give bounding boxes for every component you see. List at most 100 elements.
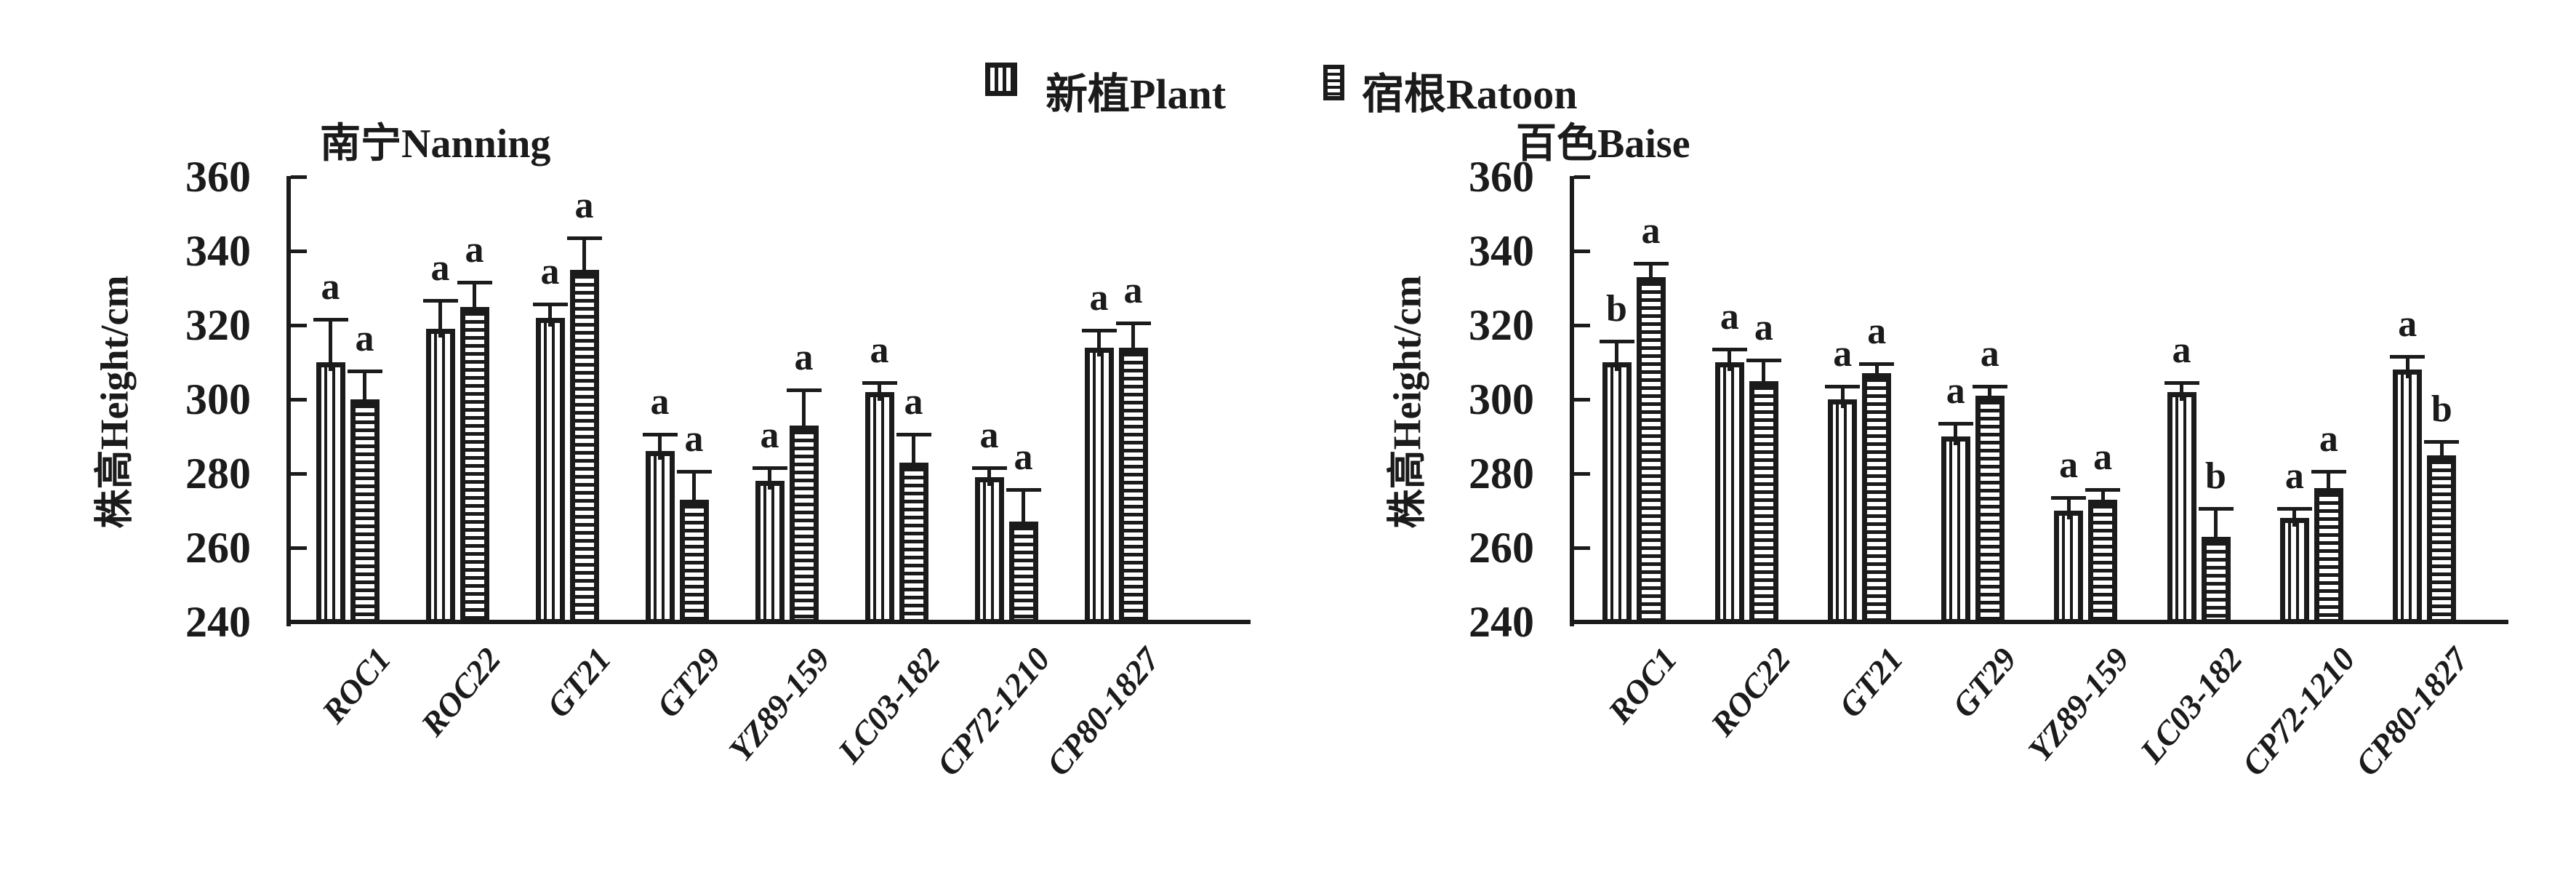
error-bar-cap — [347, 370, 382, 374]
x-category-label-ROC1: ROC1 — [1601, 640, 1685, 730]
error-bar-cap — [457, 280, 492, 284]
error-bar-cap — [896, 432, 931, 436]
chart-title-baise: 百色Baise — [1516, 121, 1690, 167]
error-bar-cap — [2424, 440, 2460, 444]
x-category-label-YZ89-159: YZ89-159 — [2021, 640, 2137, 769]
bar-plant-CP72-1210 — [2279, 518, 2309, 624]
error-bar-cap — [1115, 321, 1151, 325]
error-bar-stem — [2180, 380, 2183, 401]
significance-letter: a — [1867, 311, 1887, 352]
bar-plant-LC03-182 — [2167, 391, 2196, 624]
x-category-label-GT21: GT21 — [1831, 640, 1911, 725]
error-bar-stem — [1874, 362, 1879, 383]
error-bar-cap — [2390, 354, 2425, 359]
error-bar-stem — [438, 299, 442, 338]
error-bar-cap — [1712, 347, 1747, 351]
bar-plant-LC03-182 — [864, 391, 894, 624]
y-tick-mark — [291, 397, 307, 402]
significance-letter: a — [1014, 436, 1033, 479]
significance-letter: a — [540, 251, 560, 293]
y-tick-label: 360 — [185, 153, 251, 201]
bar-plant-GT29 — [1941, 436, 1970, 624]
error-bar-cap — [566, 236, 602, 240]
bar-plant-ROC1 — [316, 362, 345, 624]
y-tick-mark — [1574, 397, 1590, 402]
error-bar-stem — [768, 466, 771, 490]
error-bar-cap — [1825, 384, 1861, 388]
error-bar-cap — [2276, 506, 2312, 511]
bar-plant-CP80-1827 — [2393, 370, 2423, 624]
x-category-label-LC03-182: LC03-182 — [830, 640, 947, 770]
y-tick-label: 240 — [185, 598, 251, 646]
y-tick-mark — [1574, 471, 1590, 476]
significance-letter: a — [794, 336, 814, 378]
error-bar-stem — [802, 388, 806, 434]
bar-plant-ROC22 — [425, 329, 455, 624]
significance-letter: a — [574, 184, 594, 226]
error-bar-stem — [2405, 354, 2410, 379]
y-tick-label: 340 — [185, 227, 251, 275]
error-bar-stem — [2100, 488, 2105, 508]
error-bar-stem — [1728, 347, 1732, 371]
bar-ratoon-LC03-182 — [899, 462, 928, 624]
error-bar-stem — [473, 280, 476, 316]
bar-plant-ROC1 — [1602, 362, 1632, 624]
x-category-label-LC03-182: LC03-182 — [2132, 640, 2250, 770]
significance-letter: a — [904, 380, 923, 423]
bar-ratoon-CP72-1210 — [2314, 488, 2343, 624]
error-bar-cap — [752, 466, 787, 470]
significance-letter: a — [979, 414, 999, 456]
error-bar-stem — [582, 236, 586, 279]
bar-ratoon-YZ89-159 — [789, 425, 819, 624]
bar-ratoon-GT21 — [569, 269, 599, 624]
significance-letter: a — [1946, 370, 1965, 412]
plant-series-swatch-icon — [985, 63, 1017, 96]
error-bar-cap — [1938, 421, 1973, 426]
x-category-label-YZ89-159: YZ89-159 — [721, 640, 838, 769]
error-bar-stem — [1988, 384, 1992, 404]
significance-letter: a — [2284, 455, 2304, 497]
bar-ratoon-ROC1 — [1636, 276, 1666, 624]
significance-letter: a — [1641, 210, 1661, 252]
y-tick-label: 320 — [185, 301, 251, 349]
error-bar-stem — [1954, 421, 1958, 445]
error-bar-stem — [363, 370, 366, 408]
legend-label-plant: 新植Plant — [1046, 71, 1227, 118]
error-bar-stem — [878, 380, 881, 401]
bar-plant-GT29 — [645, 451, 675, 624]
error-bar-cap — [676, 469, 712, 474]
significance-letter: a — [1123, 269, 1143, 311]
bar-ratoon-GT29 — [679, 499, 709, 624]
y-tick-label: 300 — [1469, 375, 1534, 423]
significance-letter: a — [870, 329, 889, 371]
y-tick-mark — [1574, 249, 1590, 253]
bar-plant-YZ89-159 — [755, 481, 785, 624]
chart-title-nanning: 南宁Nanning — [320, 121, 551, 167]
significance-letter: a — [684, 418, 704, 460]
significance-letter: a — [1720, 295, 1739, 338]
bar-ratoon-YZ89-159 — [2088, 499, 2118, 624]
bar-plant-YZ89-159 — [2054, 511, 2084, 624]
error-bar-stem — [692, 469, 696, 508]
x-category-label-GT29: GT29 — [649, 640, 728, 725]
error-bar-cap — [971, 466, 1007, 470]
x-category-label-GT29: GT29 — [1944, 640, 2024, 725]
error-bar-stem — [1840, 384, 1845, 408]
x-category-label-ROC22: ROC22 — [1703, 640, 1798, 743]
error-bar-cap — [1599, 340, 1634, 344]
bar-ratoon-LC03-182 — [2201, 536, 2231, 624]
significance-letter: a — [465, 228, 484, 271]
error-bar-cap — [532, 303, 568, 307]
error-bar-stem — [2439, 440, 2444, 464]
y-tick-label: 320 — [1469, 301, 1534, 349]
bar-ratoon-ROC22 — [1749, 380, 1778, 624]
bar-ratoon-CP72-1210 — [1008, 522, 1038, 624]
y-tick-mark — [291, 471, 307, 476]
error-bar-cap — [1081, 329, 1117, 333]
error-bar-stem — [1097, 329, 1101, 356]
x-category-label-ROC22: ROC22 — [414, 640, 508, 743]
y-tick-label: 260 — [185, 524, 251, 572]
x-category-label-GT21: GT21 — [539, 640, 618, 725]
error-bar-cap — [862, 380, 897, 385]
